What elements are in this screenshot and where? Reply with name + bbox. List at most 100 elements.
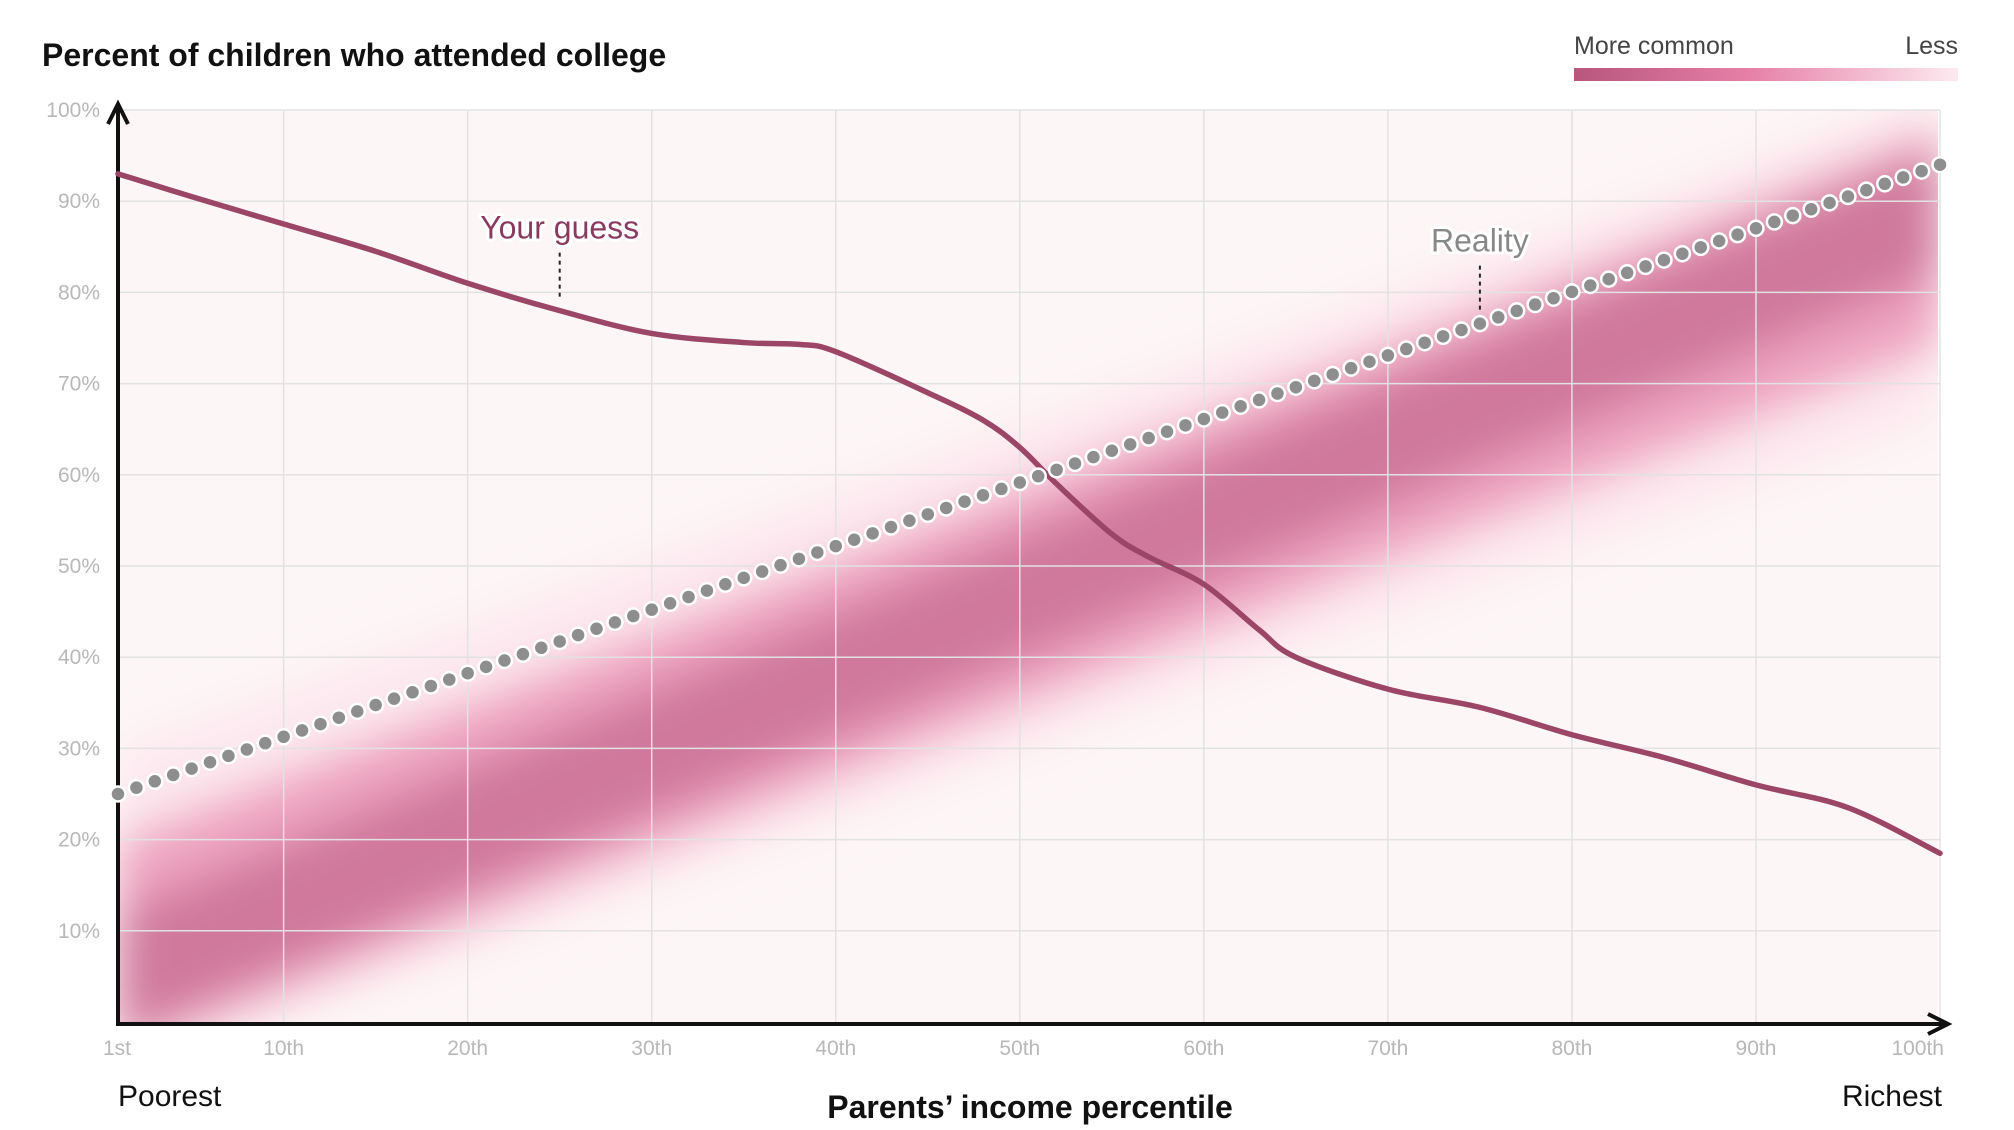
reality-point	[1747, 219, 1765, 238]
reality-point	[1526, 295, 1544, 314]
x-tick-label: 50th	[999, 1037, 1040, 1060]
y-axis-arrow	[106, 99, 130, 125]
reality-point	[1250, 391, 1268, 409]
reality-point	[827, 537, 845, 555]
reality-point	[845, 530, 863, 549]
x-tick-label: 20th	[447, 1037, 488, 1060]
x-tick-label: 80th	[1551, 1037, 1592, 1060]
reality-point	[606, 613, 624, 632]
reality-point	[679, 588, 698, 606]
reality-point	[109, 785, 127, 803]
reality-point	[1894, 168, 1912, 187]
reality-point	[1599, 270, 1618, 288]
reality-point	[1139, 429, 1158, 447]
reality-point	[1158, 422, 1176, 441]
reality-point	[937, 499, 955, 517]
reality-point	[1618, 264, 1636, 282]
reality-point	[569, 626, 587, 644]
x-tick-label: 40th	[815, 1037, 856, 1060]
reality-point	[256, 734, 274, 752]
y-tick-label: 90%	[58, 190, 100, 213]
reality-point	[385, 689, 403, 708]
reality-point	[587, 619, 606, 638]
reality-point	[1287, 378, 1305, 396]
reality-point	[661, 594, 679, 613]
reality-point	[219, 747, 238, 765]
reality-point	[1360, 353, 1379, 371]
reality-point	[624, 607, 643, 625]
x-right-label: Richest	[1842, 1080, 1943, 1113]
reality-point	[1305, 372, 1324, 390]
reality-point	[274, 728, 293, 746]
reality-point	[127, 778, 146, 797]
reality-point	[808, 543, 827, 562]
reality-point	[974, 486, 992, 505]
x-tick-label: 1st	[103, 1037, 131, 1060]
tick-labels: 10% 20% 30% 40% 50% 60% 70% 80% 90% 100% 1st 10th 20…	[46, 99, 1944, 1060]
reality-point	[753, 562, 771, 581]
x-tick-label: 60th	[1183, 1037, 1224, 1060]
band-inner	[118, 147, 1938, 1022]
reality-point	[1397, 340, 1416, 358]
reality-point	[698, 581, 716, 600]
reality-point	[1066, 454, 1084, 473]
y-tick-label: 80%	[58, 281, 100, 304]
reality-point	[1581, 276, 1600, 295]
y-tick-label: 70%	[58, 373, 100, 396]
reality-point	[1876, 175, 1894, 193]
reality-point	[366, 696, 385, 714]
reality-point	[1011, 473, 1029, 492]
x-tick-label: 10th	[263, 1037, 304, 1060]
series	[109, 155, 1949, 857]
reality-point	[1176, 416, 1195, 435]
annotation-your-guess: Your guess	[480, 210, 639, 246]
reality-point	[1121, 435, 1139, 454]
legend-more-label: More common	[1574, 32, 1734, 60]
x-axis-arrow	[1927, 1012, 1953, 1036]
y-tick-label: 30%	[58, 737, 100, 760]
annotations: Your guess Reality	[477, 207, 1532, 310]
reality-point	[1489, 308, 1508, 327]
reality-point	[440, 670, 459, 689]
reality-point	[1802, 200, 1820, 218]
reality-point	[1931, 155, 1949, 174]
reality-point	[1912, 162, 1931, 180]
reality-point	[495, 651, 514, 670]
y-tick-label: 20%	[58, 829, 100, 852]
reality-point	[771, 556, 790, 574]
reality-point	[1029, 467, 1047, 485]
legend: More common Less	[1574, 32, 1958, 81]
grid	[118, 109, 1941, 1022]
reality-point	[1452, 321, 1471, 339]
x-tick-label: 100th	[1891, 1037, 1944, 1060]
reality-point	[1673, 244, 1692, 263]
reality-point	[863, 524, 882, 543]
reality-point	[1323, 365, 1342, 384]
reality-point	[642, 600, 661, 619]
reality-point	[1820, 194, 1839, 212]
x-tick-label: 30th	[631, 1037, 672, 1060]
y-tick-label: 50%	[58, 555, 100, 578]
reality-point	[1636, 257, 1655, 276]
y-tick-label: 100%	[46, 99, 100, 122]
reality-point	[477, 658, 495, 676]
reality-point	[716, 575, 735, 593]
reality-point	[1213, 403, 1231, 422]
reality-point	[1839, 187, 1857, 206]
y-tick-label: 10%	[58, 920, 100, 943]
reality-point	[182, 759, 201, 778]
reality-point	[238, 740, 256, 759]
reality-point	[1728, 225, 1747, 244]
reality-point	[1784, 206, 1802, 225]
reality-point	[1691, 238, 1710, 257]
reality-point	[1379, 346, 1397, 365]
reality-point	[1434, 327, 1452, 346]
reality-point	[1507, 302, 1526, 320]
reality-point	[422, 677, 440, 695]
reality-point	[348, 702, 367, 721]
reality-point	[1544, 289, 1563, 307]
reality-point	[1710, 232, 1728, 250]
reality-point	[293, 721, 311, 740]
reality-point	[1765, 213, 1784, 231]
